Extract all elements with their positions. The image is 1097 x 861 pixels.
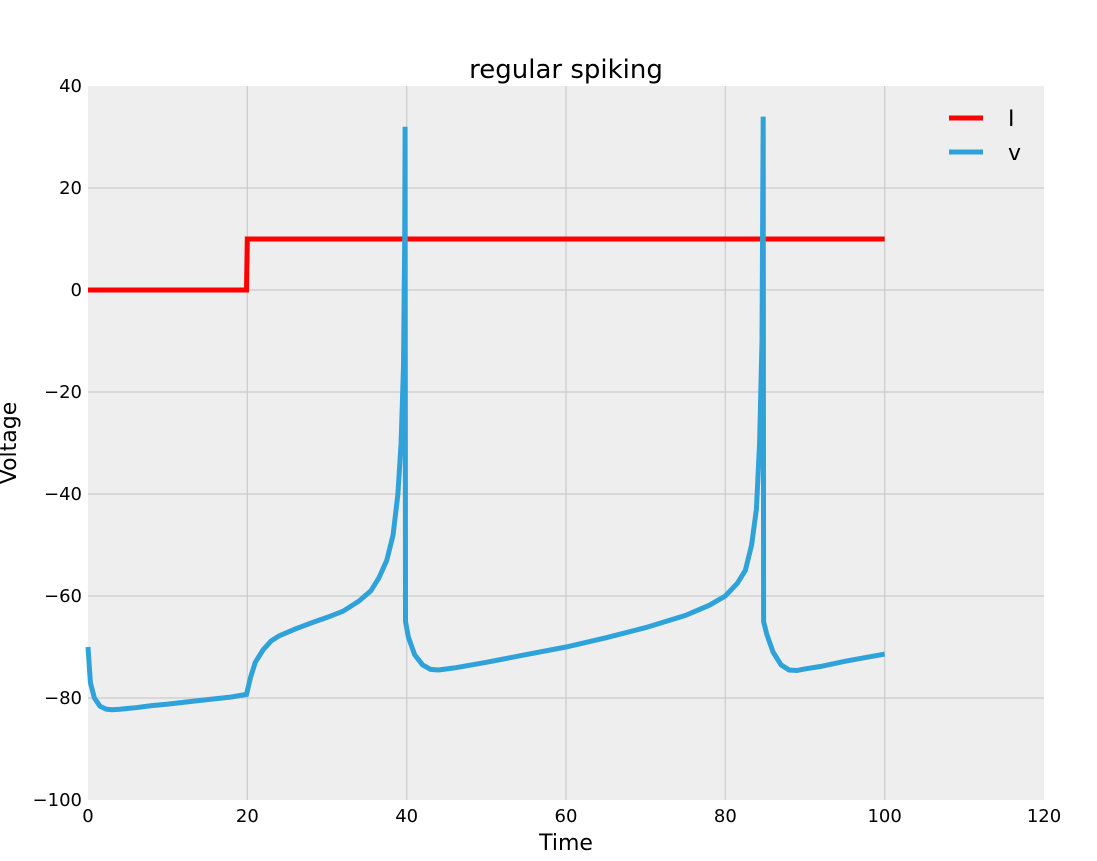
y-tick-label: 20 [59, 178, 82, 199]
y-tick-label: 40 [59, 76, 82, 97]
x-tick-label: 0 [82, 806, 93, 827]
x-tick-label: 20 [236, 806, 259, 827]
x-tick-label: 80 [714, 806, 737, 827]
series-line-I [88, 236, 885, 293]
series-lines [85, 116, 886, 713]
series-line-v [85, 116, 886, 713]
y-tick-label: −80 [44, 688, 82, 709]
x-tick-label: 100 [867, 806, 901, 827]
x-tick-label: 120 [1027, 806, 1061, 827]
legend: Iv [949, 107, 1021, 166]
y-tick-label: −20 [44, 382, 82, 403]
y-tick-label: 0 [71, 280, 82, 301]
y-tick-label: −40 [44, 484, 82, 505]
y-axis-label: Voltage [0, 402, 22, 485]
tick-labels: 0 20 40 60 80 100 120 −100 −80 −60 −40 −20 0 20 40 [33, 76, 1062, 827]
x-tick-label: 60 [555, 806, 578, 827]
y-tick-label: −100 [33, 790, 82, 811]
x-tick-label: 40 [395, 806, 418, 827]
legend-label-v: v [1008, 141, 1021, 166]
y-tick-label: −60 [44, 586, 82, 607]
x-axis-label: Time [538, 831, 593, 856]
legend-label-I: I [1008, 107, 1015, 132]
chart-title: regular spiking [469, 55, 663, 85]
